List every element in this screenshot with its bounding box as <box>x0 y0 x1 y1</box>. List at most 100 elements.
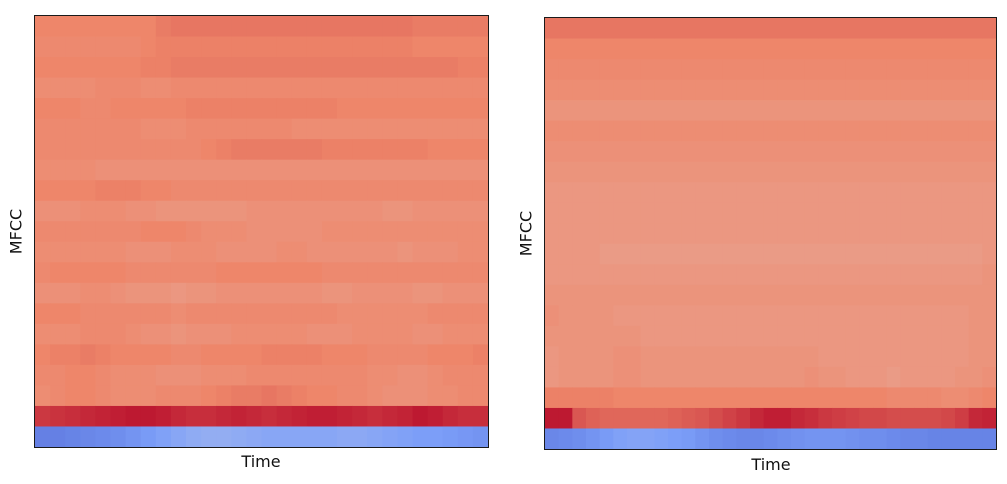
y-axis-label: MFCC <box>6 208 26 255</box>
heatmap-cell <box>155 16 172 38</box>
heatmap-cell <box>472 241 488 263</box>
heatmap-cell <box>572 100 587 122</box>
heatmap-cell <box>640 202 655 224</box>
heatmap-cell <box>95 221 112 243</box>
heatmap-cell <box>722 100 737 122</box>
heatmap-cell <box>442 385 459 407</box>
heatmap-cell <box>722 428 737 449</box>
heatmap-cell <box>886 100 901 122</box>
heatmap-cell <box>337 98 353 120</box>
heatmap-cell <box>982 141 996 163</box>
heatmap-cell <box>216 385 232 407</box>
heatmap-cell <box>873 202 888 224</box>
heatmap-cell <box>110 98 127 120</box>
heatmap-cell <box>750 223 765 245</box>
heatmap-cell <box>941 202 956 224</box>
heatmap-cell <box>558 305 573 327</box>
heatmap-cell <box>140 323 157 345</box>
heatmap-cell <box>125 221 142 243</box>
heatmap-cell <box>261 16 278 38</box>
heatmap-cell <box>201 262 217 284</box>
heatmap-cell <box>50 200 66 222</box>
heatmap-cell <box>216 405 232 428</box>
heatmap-cell <box>845 182 860 204</box>
heatmap-cell <box>352 323 368 345</box>
heatmap-cell <box>927 223 942 245</box>
heatmap-cell <box>558 284 573 306</box>
heatmap-cell <box>873 284 888 306</box>
heatmap-cell <box>545 325 560 347</box>
heatmap-cell <box>599 161 614 183</box>
heatmap-cell <box>695 387 710 409</box>
heatmap-cell <box>832 100 847 122</box>
heatmap-cell <box>709 264 724 286</box>
heatmap-cell <box>722 223 737 245</box>
heatmap-cell <box>95 323 112 345</box>
heatmap-cell <box>886 407 901 430</box>
heatmap-cell <box>397 180 414 202</box>
heatmap-cell <box>442 159 459 181</box>
heatmap-cell <box>231 323 247 345</box>
heatmap-cell <box>572 243 587 265</box>
heatmap-cell <box>291 77 308 99</box>
heatmap-cell <box>246 16 263 38</box>
heatmap-cell <box>155 323 172 345</box>
heatmap-cell <box>246 364 263 387</box>
heatmap-cell <box>306 118 323 140</box>
heatmap-cell <box>216 221 232 243</box>
heatmap-cell <box>246 303 263 325</box>
heatmap-cell <box>427 262 444 284</box>
heatmap-cell <box>412 426 429 447</box>
heatmap-cell <box>412 77 429 99</box>
heatmap-cell <box>95 385 112 407</box>
heatmap-cell <box>627 79 642 101</box>
heatmap-cell <box>777 243 792 265</box>
heatmap-cell <box>640 120 655 142</box>
heatmap-cell <box>261 323 278 345</box>
heatmap-cell <box>941 120 956 142</box>
heatmap-cell <box>170 16 187 38</box>
heatmap-cell <box>982 120 996 142</box>
heatmap-cell <box>558 202 573 224</box>
heatmap-cell <box>110 36 127 58</box>
heatmap-cell <box>900 305 915 327</box>
heatmap-cell <box>186 139 202 161</box>
heatmap-cell <box>627 264 642 286</box>
heatmap-cell <box>859 120 874 142</box>
heatmap-cell <box>804 100 819 122</box>
heatmap-cell <box>736 305 751 327</box>
heatmap-cell <box>613 182 628 204</box>
heatmap-cell <box>791 428 806 449</box>
heatmap-cell <box>321 180 338 202</box>
heatmap-cell <box>695 120 710 142</box>
heatmap-cell <box>442 323 459 345</box>
heatmap-cell <box>695 346 710 368</box>
heatmap-cell <box>457 180 474 202</box>
heatmap-cell <box>397 118 414 140</box>
heatmap-cell <box>321 344 338 366</box>
heatmap-cell <box>50 36 66 58</box>
heatmap-cell <box>246 323 263 345</box>
heatmap-cell <box>886 264 901 286</box>
heatmap-cell <box>35 180 51 202</box>
heatmap-cell <box>859 141 874 163</box>
heatmap-cell <box>337 159 353 181</box>
heatmap-cell <box>709 120 724 142</box>
heatmap-cell <box>382 262 398 284</box>
heatmap-cell <box>914 161 929 183</box>
heatmap-cell <box>367 364 383 387</box>
heatmap-cell <box>545 100 560 122</box>
heatmap-cell <box>927 387 942 409</box>
heatmap-cell <box>321 282 338 304</box>
heatmap-cell <box>170 159 187 181</box>
heatmap-cell <box>722 264 737 286</box>
heatmap-cell <box>763 264 778 286</box>
heatmap-cell <box>681 120 696 142</box>
heatmap-cell <box>337 323 353 345</box>
heatmap-cell <box>914 79 929 101</box>
heatmap-cell <box>777 428 792 449</box>
heatmap-cell <box>186 118 202 140</box>
heatmap-cell <box>352 36 368 58</box>
heatmap-cell <box>201 77 217 99</box>
heatmap-cell <box>291 57 308 79</box>
